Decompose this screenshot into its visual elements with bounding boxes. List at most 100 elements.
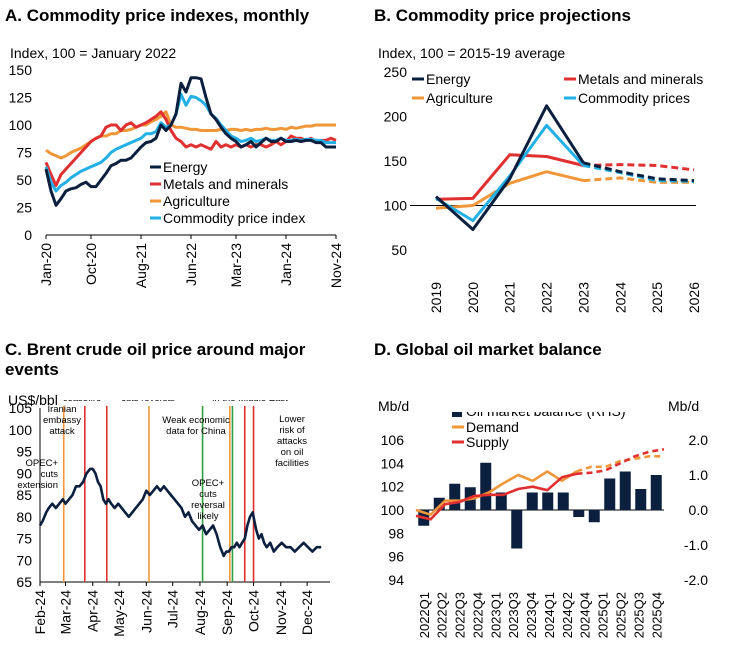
series-projection-metals-and-minerals: [583, 163, 695, 172]
series-projection-agriculture: [583, 176, 694, 184]
panel-b-chart: 50 100 150 200 250 2019 2020 2021 2022 2023 2024 20…: [384, 64, 704, 313]
x-tick-label: Oct-20: [83, 243, 99, 285]
event-label: cuts reversal: [121, 400, 175, 404]
panel-a-chart: 0 25 50 75 100 125 150 Jan-20 Oct-20 Aug-21 Jun-22…: [9, 62, 344, 288]
balance-bar: [557, 492, 569, 510]
panel-a-unit-label: Index, 100 = January 2022: [10, 45, 177, 61]
balance-bar: [449, 483, 461, 510]
supply-projection: [576, 448, 665, 476]
y-tick-label: 85: [16, 487, 32, 503]
y-tick-label: 125: [9, 90, 33, 106]
x-tick-label: 2025Q1: [596, 592, 611, 638]
event-label: attack: [49, 426, 75, 437]
y-tick-label: 25: [16, 200, 32, 216]
y-tick-label: 150: [9, 62, 33, 78]
event-label: OPEC+: [192, 478, 225, 489]
x-tick-label: Aug-21: [133, 243, 149, 288]
y-tick-label-right: 1.0: [689, 467, 709, 483]
x-tick-label: 2025Q4: [649, 592, 664, 638]
x-tick-label: 2023Q3: [506, 592, 521, 638]
y-tick-label: 75: [16, 145, 32, 161]
legend-label: Commodity price index: [163, 210, 305, 226]
series-line-agriculture: [435, 170, 584, 210]
series-line-agriculture: [45, 110, 336, 160]
y-tick-label-right: -1.0: [684, 537, 708, 553]
x-tick-label: 2023: [575, 282, 591, 313]
panel-d-unit-label-left: Mb/d: [378, 398, 410, 414]
x-tick-label: Jun-22: [183, 243, 199, 286]
y-tick-label: 90: [16, 465, 32, 481]
y-tick-label-left: 100: [381, 502, 405, 518]
panel-d-unit-label-right: Mb/d: [668, 398, 700, 414]
x-tick-label: Jan-24: [278, 243, 294, 286]
balance-bar: [511, 510, 523, 549]
event-label: likely: [197, 511, 218, 522]
panel-c-unit-label: US$/bbl: [8, 392, 58, 408]
y-tick-label: 50: [391, 242, 407, 258]
x-tick-label: Dec-24: [299, 590, 315, 635]
x-tick-label: 2019: [428, 282, 444, 313]
series-line-metals-and-minerals: [435, 153, 584, 201]
legend-label: Metals and minerals: [163, 176, 288, 192]
y-tick-label: 80: [16, 509, 32, 525]
y-tick-label: 70: [16, 552, 32, 568]
y-tick-label-left: 94: [388, 572, 404, 588]
y-tick-label: 250: [384, 64, 408, 80]
x-tick-label: 2025Q2: [613, 592, 628, 638]
legend-label: Agriculture: [426, 90, 493, 106]
balance-bar: [480, 462, 492, 510]
balance-bar: [542, 492, 554, 510]
x-tick-label: 2020: [465, 282, 481, 313]
y-tick-label: 0: [24, 227, 32, 243]
y-tick-label: 50: [16, 172, 32, 188]
x-tick-label: 2022: [539, 282, 555, 313]
event-label: data for China: [166, 426, 226, 437]
event-label: risk of: [279, 425, 305, 436]
x-tick-label: Feb-24: [32, 590, 48, 635]
panel-b-unit-label: Index, 100 = 2015-19 average: [378, 45, 566, 61]
event-label: attacks: [277, 436, 307, 447]
x-tick-label: 2022Q2: [435, 592, 450, 638]
panel-a-title: A. Commodity price indexes, monthly: [5, 6, 310, 25]
x-tick-label: Nov-24: [273, 590, 289, 635]
legend-label: Energy: [426, 71, 470, 87]
y-tick-label-right: 0.0: [689, 502, 709, 518]
x-tick-label: 2026: [686, 282, 702, 313]
balance-bar: [433, 497, 445, 510]
x-tick-label: 2023Q1: [488, 592, 503, 638]
balance-bar: [604, 478, 616, 510]
x-tick-label: 2025: [649, 282, 665, 313]
series-line-energy: [435, 104, 585, 231]
series-projection-energy: [583, 161, 695, 183]
x-tick-label: 2024Q4: [578, 592, 593, 638]
y-tick-label-left: 106: [381, 432, 405, 448]
event-label: extension: [17, 480, 58, 491]
legend-label: Oil market balance (RHS): [466, 412, 626, 419]
event-label: facilities: [275, 458, 309, 469]
event-label: cuts: [199, 489, 217, 500]
x-tick-label: Oct-24: [246, 590, 262, 632]
x-tick-label: 2024Q1: [542, 592, 557, 638]
event-label: OPEC+: [26, 458, 59, 469]
y-tick-label: 95: [16, 444, 32, 460]
x-tick-label: Jan-20: [38, 243, 54, 286]
x-tick-label: May-24: [111, 590, 127, 637]
x-tick-label: Mar-23: [228, 243, 244, 288]
balance-bar: [619, 471, 631, 510]
legend-label: Demand: [466, 419, 519, 435]
y-tick-label: 200: [384, 109, 408, 125]
y-tick-label: 105: [9, 400, 33, 416]
brent-price-line: [38, 467, 322, 558]
y-tick-label: 100: [9, 117, 33, 133]
event-label: on oil: [281, 447, 304, 458]
x-tick-label: Mar-24: [57, 590, 73, 635]
x-tick-label: Aug-24: [192, 590, 208, 635]
legend-label: Metals and minerals: [578, 71, 703, 87]
x-tick-label: 2024Q2: [560, 592, 575, 638]
y-tick-label: 75: [16, 531, 32, 547]
panel-c-title: C. Brent crude oil price around major ev…: [5, 340, 306, 379]
balance-bar: [650, 475, 662, 510]
x-tick-label: Apr-24: [85, 590, 101, 632]
legend-label: Commodity prices: [578, 90, 690, 106]
demand-projection: [576, 454, 664, 473]
